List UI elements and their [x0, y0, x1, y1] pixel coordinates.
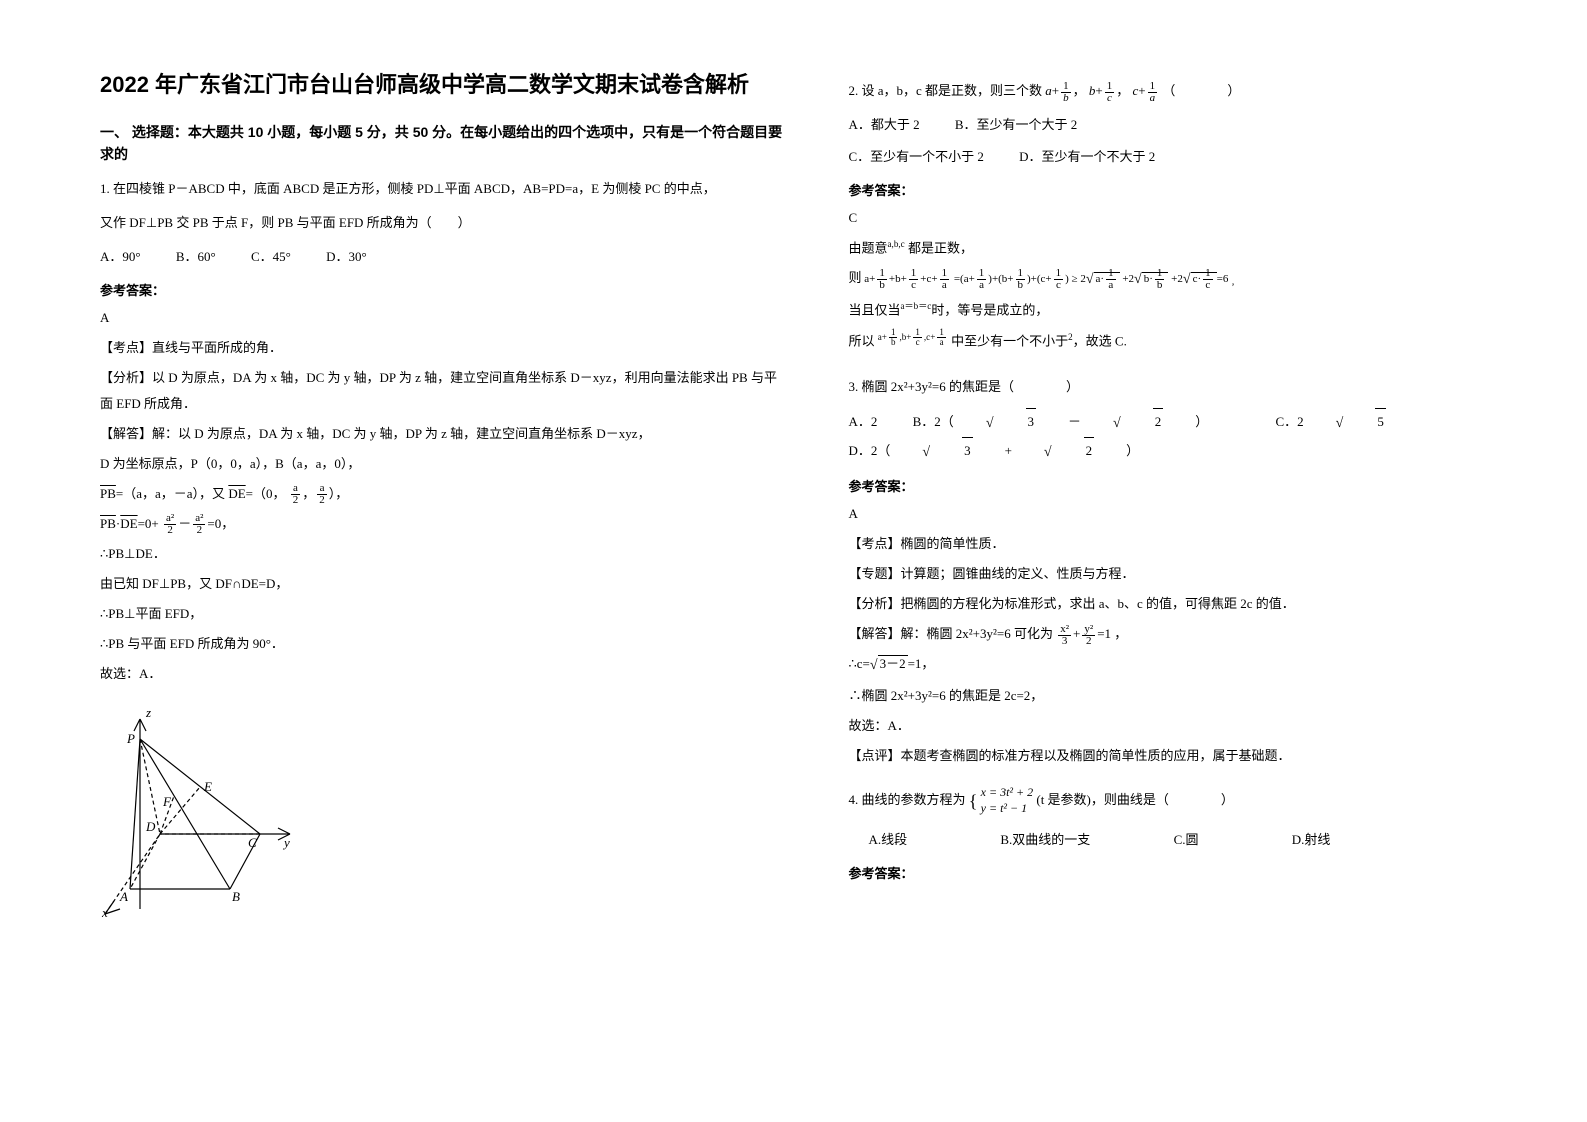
q2-line1-post: 都是正数， [905, 240, 973, 255]
q3-stem: 3. 椭圆 2x²+3y²=6 的焦距是（ ） [849, 374, 1538, 400]
q1-de-text: =（0， [246, 486, 286, 501]
q2-stem-post: （ ） [1162, 83, 1240, 98]
q2-stem-pre: 2. 设 a，b，c 都是正数，则三个数 [849, 83, 1043, 98]
q2-line1: 由题意a,b,c 都是正数， [849, 235, 1538, 261]
q2-line1-pre: 由题意 [849, 240, 888, 255]
q1-opt-d: D．30° [326, 244, 367, 270]
q3-jieda-pre: 【解答】解：椭圆 2x²+3y²=6 可化为 [849, 626, 1053, 641]
q2-opt-c: C．至少有一个不小于 2 [849, 144, 984, 170]
q1-jieda2: D 为坐标原点，P（0，0，a），B（a，a，0）， [100, 451, 789, 477]
q2-options-row1: A．都大于 2 B．至少有一个大于 2 [849, 112, 1538, 138]
q2-line1-abc: a,b,c [888, 239, 905, 249]
q3-fenxi: 【分析】把椭圆的方程化为标准形式，求出 a、b、c 的值，可得焦距 2c 的值． [849, 591, 1538, 617]
q3-therefore-c: ∴c=√3－2=1， [849, 651, 1538, 679]
q1-opt-b: B．60° [176, 244, 216, 270]
q1-guxuan: 故选：A． [100, 661, 789, 687]
q2-answer-label: 参考答案： [849, 180, 1538, 199]
q1-stem-line1: 1. 在四棱锥 P－ABCD 中，底面 ABCD 是正方形，侧棱 PD⊥平面 A… [100, 176, 789, 202]
q2-opt-d: D．至少有一个不大于 2 [1019, 144, 1155, 170]
q3-guxuan: 故选：A． [849, 713, 1538, 739]
label-B: B [232, 889, 240, 904]
q3-jieda: 【解答】解：椭圆 2x²+3y²=6 可化为 x²3+y²2=1 ， [849, 621, 1538, 647]
q3-kaodian: 【考点】椭圆的简单性质． [849, 531, 1538, 557]
q2-line2: 当且仅当a＝b＝c时，等号是成立的， [849, 297, 1538, 323]
q3-jieda-post: ， [1114, 626, 1127, 641]
q3-dianping: 【点评】本题考查椭圆的标准方程以及椭圆的简单性质的应用，属于基础题． [849, 743, 1538, 769]
q3-opt-c: C．2√5 [1275, 408, 1417, 437]
label-E: E [203, 779, 212, 794]
q1-answer-label: 参考答案： [100, 280, 789, 299]
pyramid-diagram: z P E F D C y A B x [100, 699, 300, 919]
q1-therefore-pbefd: ∴PB⊥平面 EFD， [100, 601, 789, 627]
q1-de2-text: ）， [329, 486, 349, 501]
q4-answer-label: 参考答案： [849, 863, 1538, 882]
q4-opt-d: D.射线 [1292, 827, 1331, 853]
q2-stem: 2. 设 a，b，c 都是正数，则三个数 a+1b， b+1c， c+1a （ … [849, 78, 1538, 104]
q3-options: A．2 B．2（√3－√2） C．2√5 D．2（√3+√2） [849, 408, 1538, 466]
right-column: 2. 设 a，b，c 都是正数，则三个数 a+1b， b+1c， c+1a （ … [819, 70, 1538, 1092]
q1-therefore-angle: ∴PB 与平面 EFD 所成角为 90°． [100, 631, 789, 657]
q3-zhuanti: 【专题】计算题；圆锥曲线的定义、性质与方程． [849, 561, 1538, 587]
q3-c-post: =1， [908, 656, 935, 671]
q1-vec-pb-line: PB=（a，a，－a），又 DE=（0， a2，a2）， [100, 481, 789, 507]
q1-dot-line: PB·DE=0+ a²2－a²2=0， [100, 511, 789, 537]
q1-therefore-pbde: ∴PB⊥DE． [100, 541, 789, 567]
q1-yizhi: 由已知 DF⊥PB，又 DF∩DE=D， [100, 571, 789, 597]
q1-jieda1: 【解答】解：以 D 为原点，DA 为 x 轴，DC 为 y 轴，DP 为 z 轴… [100, 421, 789, 447]
q4-opt-c: C.圆 [1174, 827, 1199, 853]
label-C: C [248, 835, 257, 850]
q1-fenxi: 【分析】以 D 为原点，DA 为 x 轴，DC 为 y 轴，DP 为 z 轴，建… [100, 365, 789, 417]
q2-options-row2: C．至少有一个不小于 2 D．至少有一个不大于 2 [849, 144, 1538, 170]
label-z: z [145, 705, 151, 720]
q2-inequality: 则 a+1b+b+1c+c+1a =(a+1a)+(b+1b)+(c+1c) ≥… [849, 265, 1538, 293]
q1-opt-c: C．45° [251, 244, 291, 270]
q2-opt-b: B．至少有一个大于 2 [955, 112, 1077, 138]
q3-answer-label: 参考答案： [849, 476, 1538, 495]
label-P: P [126, 731, 135, 746]
label-x: x [101, 905, 108, 919]
label-A: A [119, 889, 128, 904]
q1-options: A．90° B．60° C．45° D．30° [100, 244, 789, 270]
label-y: y [282, 835, 290, 850]
q2-ze: 则 [849, 270, 862, 285]
q4-eq1: x = 3t² + 2 [981, 785, 1033, 801]
q1-kaodian: 【考点】直线与平面所成的角． [100, 335, 789, 361]
q2-line2-mid: a＝b＝c [901, 301, 932, 311]
q2-line3-post: 中至少有一个不小于 [951, 333, 1068, 348]
q1-answer-letter: A [100, 305, 789, 331]
q4-stem: 4. 曲线的参数方程为 { x = 3t² + 2 y = t² − 1 (t … [849, 783, 1538, 819]
q1-pb-text: =（a，a，－a），又 [116, 486, 225, 501]
q1-opt-a: A．90° [100, 244, 141, 270]
section-heading: 一、 选择题：本大题共 10 小题，每小题 5 分，共 50 分。在每小题给出的… [100, 121, 789, 166]
q4-stem-post: (t 是参数)，则曲线是（ ） [1036, 792, 1234, 807]
q4-opt-a: A.线段 [869, 827, 908, 853]
q3-c-pre: ∴c= [849, 656, 870, 671]
q3-opt-d: D．2（√3+√2） [849, 437, 1172, 466]
q3-opt-a: A．2 [849, 409, 878, 435]
q4-opt-b: B.双曲线的一支 [1000, 827, 1090, 853]
q4-stem-pre: 4. 曲线的参数方程为 [849, 792, 966, 807]
q2-line3-end: ，故选 C. [1073, 333, 1127, 348]
q3-opt-b: B．2（√3－√2） [913, 408, 1241, 437]
q1-stem-line2: 又作 DF⊥PB 交 PB 于点 F，则 PB 与平面 EFD 所成角为（ ） [100, 210, 789, 236]
q4-options: A.线段 B.双曲线的一支 C.圆 D.射线 [849, 827, 1538, 853]
q2-answer-letter: C [849, 205, 1538, 231]
q2-opt-a: A．都大于 2 [849, 112, 920, 138]
q2-line2-post: 时，等号是成立的， [931, 303, 1048, 318]
q2-line2-pre: 当且仅当 [849, 303, 901, 318]
q3-therefore-2c: ∴椭圆 2x²+3y²=6 的焦距是 2c=2， [849, 683, 1538, 709]
label-F: F [162, 794, 172, 809]
q2-line3: 所以 a+1b,b+1c,c+1a 中至少有一个不小于2，故选 C. [849, 328, 1538, 354]
q1-dot-text: =0+ [138, 516, 159, 531]
q2-line3-pre: 所以 [849, 333, 875, 348]
q4-eq2: y = t² − 1 [981, 801, 1033, 817]
label-D: D [145, 819, 156, 834]
page-title: 2022 年广东省江门市台山台师高级中学高二数学文期末试卷含解析 [100, 70, 789, 101]
left-column: 2022 年广东省江门市台山台师高级中学高二数学文期末试卷含解析 一、 选择题：… [100, 70, 819, 1092]
q1-dot2-text: =0， [207, 516, 234, 531]
q3-answer-letter: A [849, 501, 1538, 527]
